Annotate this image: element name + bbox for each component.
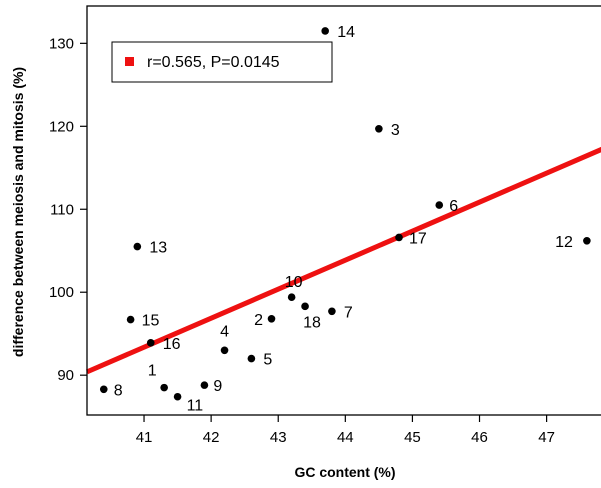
point-label-14: 14 [337,24,355,41]
data-point-13 [133,242,142,251]
legend-box [111,41,333,83]
legend-text: r=0.565, P=0.0145 [147,54,280,71]
regression-line [86,146,601,375]
y-tick-label: 110 [50,201,74,218]
x-tick-label: 43 [270,429,287,446]
data-point-17 [395,233,403,242]
point-label-13: 13 [149,240,167,257]
data-point-12 [583,236,591,245]
point-label-16: 16 [163,336,181,353]
y-tick-label: 100 [49,284,74,301]
data-point-9 [200,381,209,389]
data-point-8 [99,385,108,394]
point-label-2: 2 [254,312,263,329]
data-point-10 [287,293,296,301]
point-label-7: 7 [344,304,353,321]
y-tick-label: 130 [49,35,74,52]
data-point-4 [220,346,229,355]
data-points-layer [99,27,591,401]
y-axis: 90 100 110 120 130 [49,35,87,384]
data-point-5 [247,354,256,363]
point-label-1: 1 [148,363,157,380]
x-tick-label: 47 [538,429,555,446]
point-label-12: 12 [555,234,573,251]
point-label-15: 15 [142,313,160,330]
data-point-2 [267,314,276,323]
x-axis-title: GC content (%) [294,464,395,480]
data-point-6 [435,201,444,209]
data-point-18 [301,302,309,311]
x-tick-label: 45 [404,429,421,446]
legend: r=0.565, P=0.0145 [111,41,333,83]
x-tick-label: 46 [471,429,488,446]
point-label-5: 5 [263,352,272,369]
data-point-7 [328,307,336,316]
data-point-3 [375,124,383,133]
plot-frame [86,5,601,416]
data-point-11 [173,392,182,401]
x-tick-label: 41 [136,429,153,446]
data-point-1 [160,383,168,392]
point-label-17: 17 [409,230,427,247]
point-label-18: 18 [303,314,321,331]
point-label-9: 9 [213,378,222,395]
legend-swatch [125,57,134,66]
regression-line-layer [86,146,601,375]
point-label-11: 11 [187,398,204,415]
x-axis: 41 42 43 44 45 46 47 [136,415,555,446]
data-point-15 [126,315,135,324]
data-point-14 [321,27,329,35]
point-label-10: 10 [285,274,303,291]
y-tick-label: 120 [49,118,74,135]
data-point-16 [146,339,155,347]
x-tick-label: 44 [337,429,354,446]
point-label-8: 8 [114,382,123,399]
y-tick-label: 90 [57,367,74,384]
point-label-4: 4 [220,323,229,340]
point-label-6: 6 [449,198,458,215]
point-label-3: 3 [391,122,400,139]
x-tick-label: 42 [203,429,220,446]
y-axis-title: difference between meiosis and mitosis (… [10,67,26,357]
